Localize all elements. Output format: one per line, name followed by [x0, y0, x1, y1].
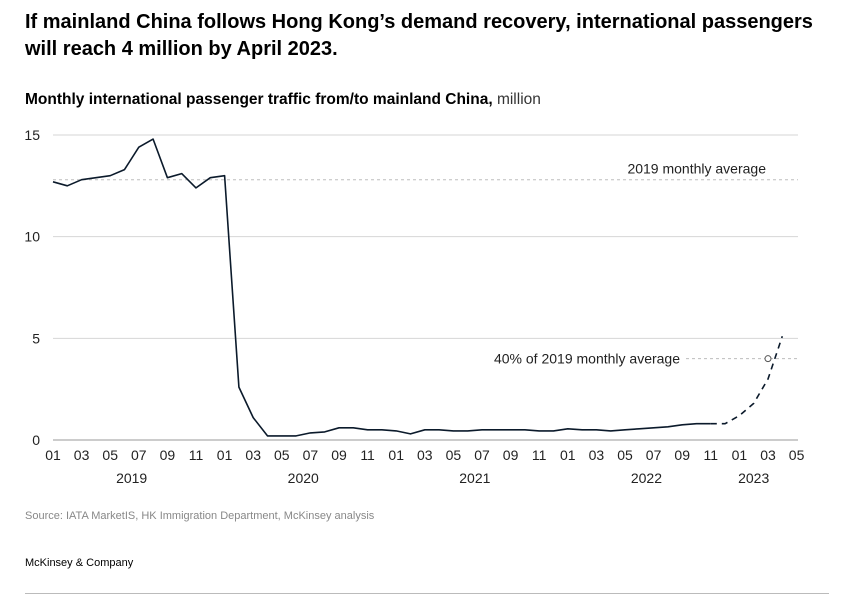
- year-label: 2022: [631, 470, 662, 486]
- x-tick-label: 03: [417, 447, 433, 463]
- x-tick-label: 05: [617, 447, 633, 463]
- y-tick-label: 15: [24, 127, 40, 143]
- x-tick-label: 05: [446, 447, 462, 463]
- x-tick-label: 09: [674, 447, 690, 463]
- reference-lines: 2019 monthly average 40% of 2019 monthly …: [53, 161, 798, 367]
- year-label: 2021: [459, 470, 490, 486]
- x-tick-label: 01: [45, 447, 61, 463]
- x-tick-label: 09: [160, 447, 176, 463]
- y-tick-label: 5: [32, 330, 40, 346]
- footer-divider: [25, 593, 829, 594]
- x-tick-label: 11: [532, 447, 547, 463]
- source-note: Source: IATA MarketIS, HK Immigration De…: [25, 510, 375, 522]
- chart-title: Monthly international passenger traffic …: [25, 91, 493, 108]
- x-tick-label: 05: [274, 447, 290, 463]
- x-tick-label: 05: [102, 447, 118, 463]
- grid-lines: [53, 134, 798, 441]
- chart-unit: million: [496, 91, 541, 108]
- x-tick-label: 01: [560, 447, 576, 463]
- x-tick-label: 03: [74, 447, 90, 463]
- x-tick-label: 09: [331, 447, 347, 463]
- x-tick-label: 11: [189, 447, 204, 463]
- x-tick-label: 01: [388, 447, 404, 463]
- x-tick-label: 07: [474, 447, 490, 463]
- x-tick-label: 11: [360, 447, 375, 463]
- y-tick-label: 10: [24, 229, 40, 245]
- x-tick-label: 01: [217, 447, 233, 463]
- brand-label: McKinsey & Company: [25, 557, 134, 569]
- x-axis-year-labels: 2019 2020 2021 2022 2023: [116, 470, 769, 486]
- y-tick-label: 0: [32, 432, 40, 448]
- actual-line: [52, 138, 711, 437]
- x-tick-label: 07: [303, 447, 319, 463]
- x-tick-label: 05: [789, 447, 805, 463]
- reference-line-label: 2019 monthly average: [627, 161, 766, 177]
- reference-line-label: 40% of 2019 monthly average: [494, 351, 680, 367]
- x-tick-label: 07: [131, 447, 147, 463]
- year-label: 2019: [116, 470, 147, 486]
- x-tick-label: 03: [589, 447, 605, 463]
- x-tick-label: 03: [245, 447, 261, 463]
- year-label: 2020: [288, 470, 319, 486]
- chart-subtitle: Monthly international passenger traffic …: [25, 91, 541, 109]
- target-point-marker: [764, 355, 772, 363]
- x-axis-month-labels: 01 03 05 07 09 11 01 03 05 07 09 11 01 03 05 07 09 11 01 03…: [45, 447, 804, 463]
- series-lines: [52, 138, 784, 437]
- x-tick-label: 09: [503, 447, 519, 463]
- x-tick-label: 03: [760, 447, 776, 463]
- headline: If mainland China follows Hong Kong’s de…: [25, 11, 813, 60]
- year-label: 2023: [738, 470, 769, 486]
- x-tick-label: 01: [732, 447, 748, 463]
- y-axis-labels: 0 5 10 15: [24, 127, 40, 448]
- x-tick-label: 07: [646, 447, 662, 463]
- x-tick-label: 11: [704, 447, 719, 463]
- projection-line: [710, 336, 784, 425]
